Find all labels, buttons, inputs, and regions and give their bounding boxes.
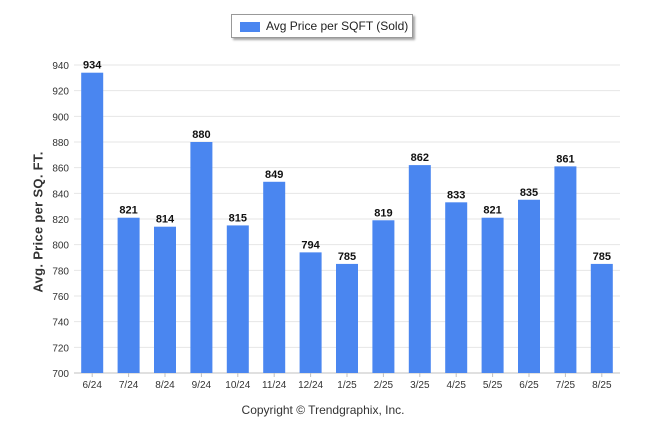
- y-tick-label: 720: [52, 343, 69, 354]
- x-tick-label: 10/24: [225, 380, 250, 391]
- bar: [263, 181, 286, 373]
- bar: [117, 217, 140, 373]
- x-tick-label: 3/25: [410, 380, 430, 391]
- x-tick-label: 9/24: [192, 380, 212, 391]
- data-label: 861: [556, 153, 574, 165]
- data-label: 833: [447, 189, 465, 201]
- y-tick-label: 920: [52, 87, 69, 98]
- x-tick-label: 8/25: [592, 380, 612, 391]
- bar: [81, 72, 104, 373]
- copyright-text: Copyright © Trendgraphix, Inc.: [241, 403, 405, 417]
- legend-swatch: [240, 22, 260, 32]
- data-label: 880: [192, 129, 210, 141]
- y-tick-label: 800: [52, 241, 69, 252]
- data-label: 821: [119, 205, 137, 217]
- x-tick-label: 8/24: [155, 380, 175, 391]
- x-tick-label: 1/25: [337, 380, 357, 391]
- bar: [445, 202, 468, 373]
- x-tick-label: 2/25: [374, 380, 394, 391]
- bar: [518, 199, 540, 373]
- x-tick-label: 7/24: [119, 380, 139, 391]
- y-tick-label: 940: [52, 61, 69, 72]
- bar: [226, 225, 249, 373]
- data-label: 785: [338, 251, 356, 263]
- data-label: 849: [265, 169, 283, 181]
- bar: [554, 166, 577, 373]
- bar: [481, 217, 504, 373]
- data-label: 862: [411, 152, 429, 164]
- y-tick-label: 780: [52, 266, 69, 277]
- x-tick-label: 5/25: [483, 380, 503, 391]
- data-label: 821: [483, 205, 501, 217]
- bar: [154, 226, 176, 373]
- y-tick-label: 840: [52, 189, 69, 200]
- y-tick-label: 740: [52, 318, 69, 329]
- bar: [190, 142, 213, 373]
- x-tick-label: 7/25: [556, 380, 576, 391]
- data-label: 819: [374, 207, 392, 219]
- y-tick-label: 860: [52, 164, 69, 175]
- y-tick-label: 900: [52, 112, 69, 123]
- data-label: 794: [301, 239, 320, 251]
- bar: [372, 220, 395, 373]
- x-tick-label: 11/24: [262, 380, 287, 391]
- legend: Avg Price per SQFT (Sold): [231, 14, 413, 38]
- x-tick-label: 6/25: [519, 380, 539, 391]
- data-label: 814: [156, 214, 175, 226]
- data-label: 785: [593, 251, 611, 263]
- data-label: 934: [83, 60, 102, 72]
- y-tick-label: 880: [52, 138, 69, 149]
- y-tick-label: 820: [52, 215, 69, 226]
- bar: [336, 263, 358, 373]
- bar: [299, 252, 322, 373]
- x-tick-label: 4/25: [446, 380, 466, 391]
- x-tick-label: 6/24: [82, 380, 102, 391]
- data-label: 815: [229, 212, 247, 224]
- y-tick-label: 700: [52, 369, 69, 380]
- bar: [590, 263, 613, 373]
- x-tick-label: 12/24: [298, 380, 323, 391]
- y-tick-label: 760: [52, 292, 69, 303]
- bar: [408, 165, 431, 373]
- data-label: 835: [520, 187, 538, 199]
- legend-label: Avg Price per SQFT (Sold): [266, 19, 409, 33]
